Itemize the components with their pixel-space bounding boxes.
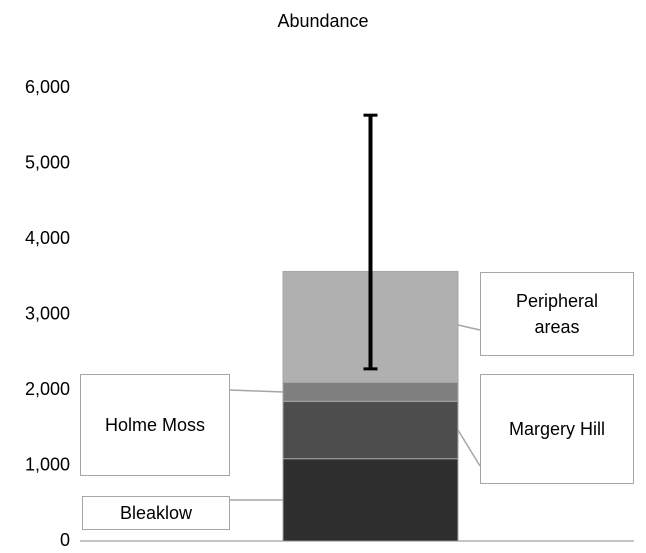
legend-callout: Bleaklow (82, 496, 230, 530)
legend-callout: Peripheral areas (480, 272, 634, 356)
y-tick-label: 1,000 (25, 454, 70, 474)
y-tick-label: 5,000 (25, 152, 70, 172)
bar-segment (282, 458, 459, 542)
y-tick-label: 2,000 (25, 379, 70, 399)
y-tick-label: 6,000 (25, 77, 70, 97)
callout-pointer (457, 429, 481, 467)
y-tick-label: 4,000 (25, 228, 70, 248)
legend-callout: Margery Hill (480, 374, 634, 484)
callout-pointer (229, 389, 284, 393)
chart-title: Abundance (277, 11, 368, 31)
y-tick-label: 3,000 (25, 303, 70, 323)
y-tick-label: 0 (60, 530, 70, 550)
bar-segment (282, 400, 459, 460)
legend-callout: Holme Moss (80, 374, 230, 476)
callout-pointer (457, 324, 481, 331)
bar-segment (282, 381, 459, 402)
